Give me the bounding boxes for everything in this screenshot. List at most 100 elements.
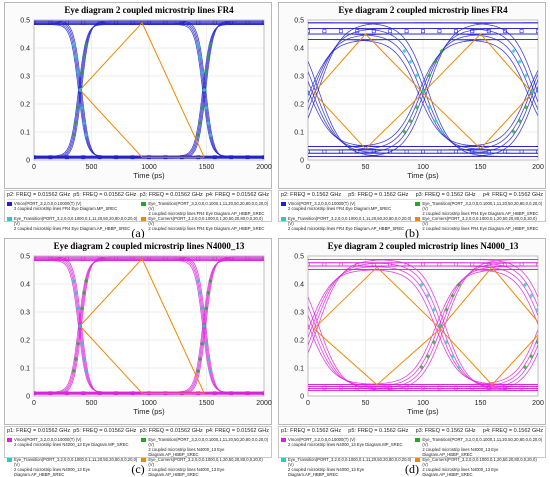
trace-marker [179,256,184,261]
transition-marker [431,307,437,312]
trace-group [308,22,538,158]
trace-marker [163,256,168,261]
trace-marker [470,29,475,34]
transition-marker [81,290,87,296]
eye-corners-line [79,257,205,394]
transition-marker [204,306,209,311]
panel-b: Eye diagram 2 coupled microstrip lines F… [278,2,546,242]
trace-marker [421,149,425,154]
frequency-label: p3: FREQ = 0.1562 GHz [415,192,476,198]
trace-marker [97,155,102,160]
transition-marker [197,54,203,60]
transition-marker [84,42,89,48]
transition-marker [79,306,85,311]
transition-marker [208,132,213,138]
trace-marker [130,391,135,396]
trace-marker [114,256,119,261]
trace-marker [34,391,36,396]
transition-marker [195,278,201,284]
x-tick-label: 0 [32,400,36,407]
trace-marker [437,149,442,154]
eye-corners-line [79,325,205,394]
transition-marker [204,341,209,346]
frequency-label: p3: FREQ = 0.1562 GHz [415,428,476,434]
transition-marker [202,323,207,329]
frequency-label: p4: FREQ = 0.1562 GHz [482,192,543,198]
trace-marker [245,256,250,261]
transition-marker [450,293,455,298]
trace-marker [48,155,53,160]
trace-marker [421,262,425,267]
x-axis-label: Time (ps) [407,407,439,416]
transition-marker [71,132,76,138]
trace-marker [308,262,310,267]
trace-marker [371,29,376,34]
trace-marker [453,385,458,390]
transition-marker [206,120,211,126]
transition-marker [433,118,438,124]
transition-marker [511,48,516,54]
trace-marker [81,391,86,396]
frequency-label: p5: FREQ = 0.01562 GHz [73,192,137,198]
y-tick-label: 0.5 [20,18,30,25]
trace-marker [371,385,376,390]
trace-marker [130,256,135,261]
transition-marker [414,73,419,78]
x-tick-label: 50 [362,164,370,171]
x-tick-label: 1000 [141,164,157,171]
chart-title: Eye diagram 2 coupled microstrip lines F… [338,5,508,15]
trace-marker [262,256,264,261]
trace-group [34,256,264,396]
trace-marker [245,391,250,396]
legend-entry-text: Eye_Corners(PORT_3,2,0,0,0.1000,0,1,20,5… [422,216,539,231]
trace-marker [536,262,538,267]
eye-trace [308,344,538,390]
trace-marker [130,155,135,160]
trace-marker [229,391,234,396]
frequency-label: p4: FREQ = 0.01562 GHz [205,192,269,198]
eye-trace [34,258,264,394]
legend-box: p1: FREQ = 0.1562 GHz p5: FREQ = 0.1562 G… [278,426,546,477]
trace-marker [388,29,393,34]
trace-group [308,258,538,392]
legend-entry-text: Eye_Transition(PORT_3,2,0,0,0.1000,1,11,… [148,437,269,457]
y-tick-label: 0.4 [20,46,30,53]
transition-marker [195,42,201,48]
trace-marker [388,149,393,154]
y-tick-label: 0.1 [294,366,304,373]
x-tick-label: 500 [86,400,98,407]
x-axis-label: Time (ps) [133,407,165,416]
trace-marker [262,155,264,160]
transition-marker [431,340,437,345]
trace-marker [470,149,475,154]
transition-marker [427,73,432,78]
legend-entry: Eye_Transition(PORT_3,2,0,0,0.1000,1,11,… [415,437,543,457]
trace-marker [519,262,524,267]
legend-entry: Vmon(PORT_3,2,0,0,0.10000(T) (V) 2 coupl… [281,437,411,457]
y-tick-label: 0.1 [294,130,304,137]
panel-d: Eye diagram 2 coupled microstrip lines N… [278,238,546,477]
legend-box: p1: FREQ = 0.01562 GHz p5: FREQ = 0.01562… [4,426,272,477]
legend-swatch [281,202,286,206]
transition-marker [202,87,207,93]
transition-marker [84,278,89,284]
legend-entry: Eye_Transition(PORT_3,2,0,0,0.1000,1,11,… [141,437,269,457]
x-tick-label: 200 [532,164,544,171]
panel-label: (d) [405,462,419,476]
transition-marker [84,132,89,138]
trace-marker [229,155,234,160]
x-tick-label: 1500 [199,400,215,407]
transition-marker [197,120,203,126]
y-tick-label: 0.2 [294,102,304,109]
frequency-label: p1: FREQ = 0.01562 GHz [7,428,71,434]
transition-marker [522,365,528,370]
frequency-row: p1: FREQ = 0.1562 GHz p5: FREQ = 0.1562 G… [281,428,543,436]
y-tick-label: 0 [26,158,30,165]
trace-marker [81,20,86,25]
trace-marker [147,20,151,25]
trace-marker [114,391,119,396]
legend-entry: Eye_Transition(PORT_3,2,0,0,0.1000,0,1,1… [7,216,137,231]
trace-marker [503,29,508,34]
legend-entry: Eye_Transition(PORT_3,2,0,0,0.1000,1,11,… [415,201,543,216]
trace-marker [486,149,491,154]
